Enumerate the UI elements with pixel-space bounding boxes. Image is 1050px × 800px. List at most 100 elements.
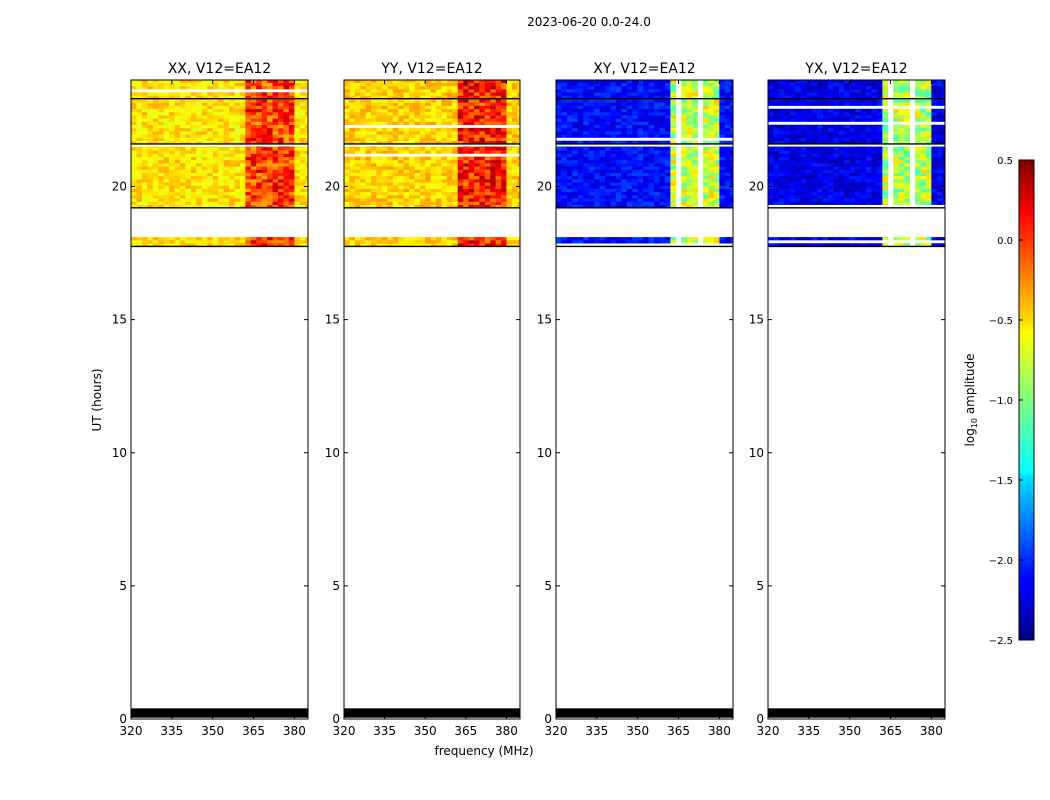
heatmap-cell: [556, 127, 562, 132]
heatmap-cell: [169, 172, 175, 177]
heatmap-cell: [681, 85, 688, 90]
heatmap-cell: [686, 134, 693, 138]
heatmap-cell: [610, 163, 617, 167]
heatmap-cell: [365, 108, 372, 113]
heatmap-cell: [692, 134, 698, 138]
heatmap-cell: [344, 99, 350, 103]
heatmap-cell: [855, 198, 861, 202]
heatmap-cell: [599, 198, 606, 202]
heatmap-cell: [599, 166, 606, 170]
heatmap-cell: [371, 204, 377, 209]
heatmap-cell: [234, 82, 241, 87]
heatmap-cell: [556, 92, 562, 96]
heatmap-cell: [169, 169, 175, 173]
heatmap-cell: [871, 163, 878, 167]
heatmap-cell: [261, 175, 268, 180]
heatmap-cell: [561, 115, 568, 119]
heatmap-cell: [654, 159, 660, 164]
heatmap-cell: [305, 131, 309, 135]
heatmap-cell: [425, 198, 432, 202]
heatmap-cell: [354, 240, 361, 244]
heatmap-cell: [196, 121, 203, 126]
heatmap-cell: [855, 169, 861, 173]
heatmap-cell: [561, 85, 568, 90]
heatmap-cell: [131, 99, 137, 103]
heatmap-cell: [349, 237, 356, 241]
heatmap-cell: [615, 118, 622, 122]
heatmap-cell: [201, 121, 208, 126]
heatmap-cell: [463, 156, 469, 161]
heatmap-cell: [686, 92, 693, 96]
heatmap-cell: [387, 188, 394, 193]
heatmap-cell: [267, 243, 273, 247]
heatmap-cell: [414, 89, 421, 93]
heatmap-cell: [713, 124, 720, 129]
heatmap-cell: [131, 163, 137, 167]
heatmap-cell: [473, 237, 480, 241]
heatmap-cell: [577, 195, 584, 199]
heatmap-cell: [599, 118, 606, 122]
heatmap-cell: [136, 163, 143, 167]
heatmap-cell: [180, 188, 186, 193]
heatmap-cell: [501, 80, 507, 83]
heatmap-cell: [648, 198, 655, 202]
heatmap-cell: [457, 243, 464, 247]
heatmap-cell: [773, 147, 780, 151]
heatmap-cell: [136, 85, 143, 90]
heatmap-cell: [398, 105, 404, 110]
heatmap-cell: [686, 99, 693, 103]
heatmap-cell: [681, 172, 688, 177]
heatmap-cell: [354, 99, 361, 103]
heatmap-cell: [452, 92, 459, 96]
heatmap-cell: [468, 150, 475, 154]
heatmap-cell: [299, 179, 306, 183]
heatmap-cell: [768, 137, 774, 142]
heatmap-cell: [180, 105, 186, 110]
heatmap-cell: [708, 237, 715, 241]
heatmap-cell: [299, 191, 306, 196]
heatmap-cell: [272, 99, 279, 103]
heatmap-cell: [180, 240, 186, 244]
heatmap-cell: [250, 150, 257, 154]
heatmap-cell: [403, 102, 410, 106]
heatmap-cell: [272, 175, 279, 180]
heatmap-cell: [594, 179, 600, 183]
heatmap-cell: [795, 185, 802, 189]
heatmap-cell: [654, 188, 660, 193]
heatmap-cell: [789, 185, 796, 189]
heatmap-cell: [174, 147, 181, 151]
heatmap-cell: [419, 169, 426, 173]
heatmap-cell: [588, 102, 595, 106]
heatmap-cell: [452, 80, 459, 83]
heatmap-cell: [430, 146, 437, 148]
heatmap-cell: [305, 105, 309, 110]
heatmap-cell: [457, 172, 464, 177]
heatmap-cell: [457, 89, 464, 93]
heatmap-cell: [849, 146, 856, 148]
heatmap-cell: [387, 163, 394, 167]
heatmap-cell: [239, 99, 246, 103]
heatmap-cell: [610, 131, 617, 135]
heatmap-cell: [441, 95, 448, 99]
heatmap-cell: [844, 185, 851, 189]
heatmap-cell: [158, 99, 165, 103]
heatmap-cell: [495, 195, 502, 199]
heatmap-cell: [354, 82, 361, 87]
heatmap-cell: [866, 179, 872, 183]
heatmap-cell: [490, 99, 497, 103]
heatmap-cell: [708, 240, 715, 244]
heatmap-cell: [408, 150, 415, 154]
heatmap-cell: [245, 172, 252, 177]
heatmap-cell: [398, 137, 404, 142]
heatmap-cell: [218, 169, 224, 173]
heatmap-cell: [207, 166, 214, 170]
heatmap-cell: [871, 237, 878, 241]
heatmap-cell: [169, 85, 175, 90]
heatmap-cell: [708, 204, 715, 209]
heatmap-cell: [643, 105, 649, 110]
heatmap-cell: [473, 204, 480, 209]
heatmap-cell: [561, 131, 568, 135]
heatmap-cell: [349, 137, 356, 142]
heatmap-cell: [441, 175, 448, 180]
heatmap-cell: [250, 102, 257, 106]
